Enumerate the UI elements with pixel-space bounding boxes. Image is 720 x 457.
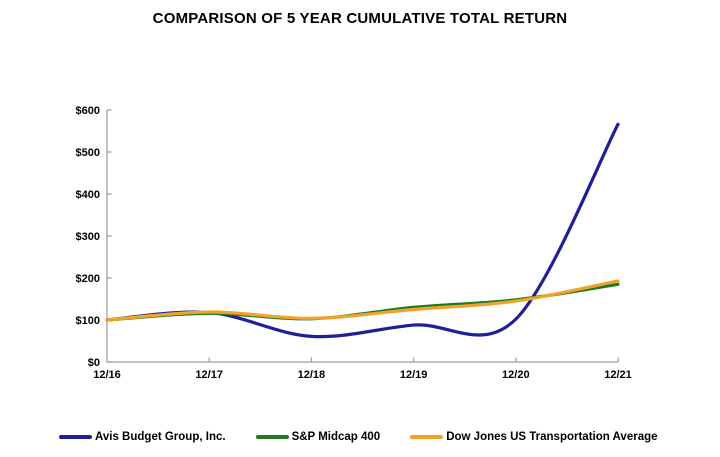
y-axis-tick-label: $500: [76, 147, 100, 159]
x-axis-tick-label: 12/18: [298, 369, 326, 381]
x-axis-tick-label: 12/17: [195, 369, 223, 381]
series-line-avis-budget-group-inc: [105, 122, 620, 339]
y-axis-tick-label: $300: [76, 231, 100, 243]
axis-lines: [106, 110, 618, 363]
y-axis-tick-label: $100: [76, 315, 100, 327]
legend-label-sp-midcap: S&P Midcap 400: [291, 431, 381, 443]
legend-item-avis-budget-group: Avis Budget Group, Inc.: [59, 431, 226, 443]
x-axis-tick-label: 12/19: [400, 369, 428, 381]
series-line-dow-jones-us-transportation-average: [105, 279, 620, 322]
y-axis-tick-label: $0: [88, 357, 100, 369]
y-axis-tick-label: $200: [76, 273, 100, 285]
legend-line-swatch-dow-transport: [410, 435, 444, 439]
legend-label-dow-transport: Dow Jones US Transportation Average: [446, 431, 658, 443]
x-axis-tick-label: 12/20: [502, 369, 530, 381]
y-axis-tick-label: $400: [76, 189, 100, 201]
legend-item-sp-midcap-400: S&P Midcap 400: [255, 431, 381, 443]
legend-line-swatch-avis: [59, 435, 92, 439]
legend-line-swatch-sp-midcap: [255, 435, 289, 439]
legend-label-avis: Avis Budget Group, Inc.: [95, 431, 226, 443]
x-axis-tick-label: 12/16: [93, 369, 121, 381]
y-axis-tick-label: $600: [76, 105, 100, 117]
chart-legend: Avis Budget Group, Inc. S&P Midcap 400 D…: [59, 431, 658, 443]
chart-title: COMPARISON OF 5 YEAR CUMULATIVE TOTAL RE…: [152, 10, 568, 27]
legend-item-dow-jones-transportation: Dow Jones US Transportation Average: [410, 431, 658, 443]
x-axis-tick-label: 12/21: [604, 369, 632, 381]
